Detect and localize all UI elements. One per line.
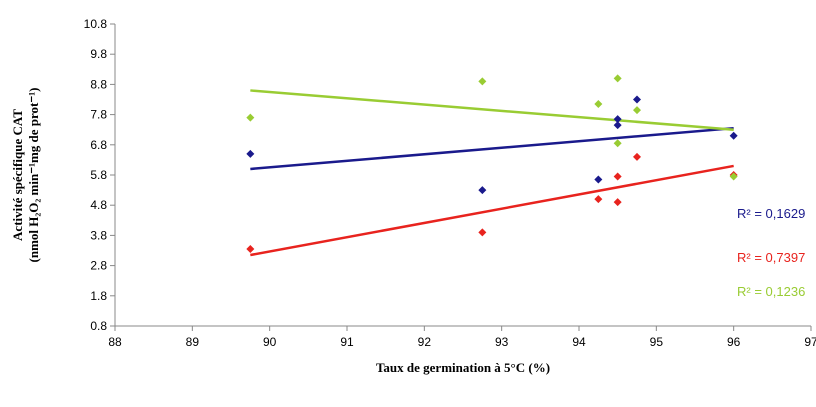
y-tick-label: 9.8 [90, 47, 107, 61]
r2-label-series-3: R² = 0,1236 [737, 284, 805, 299]
trendline-series-3 [250, 89, 734, 131]
data-point-series-3 [729, 172, 738, 181]
data-point-series-3 [633, 106, 641, 115]
x-tick-label: 93 [495, 335, 509, 349]
x-axis-title: Taux de germination à 5°C (%) [376, 360, 550, 375]
data-point-series-2 [633, 152, 641, 161]
y-axis-title-line1: Activité spécifique CAT [10, 109, 25, 241]
y-tick-label: 10.8 [84, 17, 108, 31]
y-tick-label: 7.8 [90, 108, 107, 122]
data-points [246, 74, 738, 253]
data-point-series-3 [594, 100, 603, 109]
trendline-series-2 [250, 164, 734, 257]
y-tick-label: 3.8 [90, 228, 107, 242]
x-tick-label: 97 [804, 335, 816, 349]
y-tick-label: 5.8 [90, 168, 107, 182]
y-tick-label: 1.8 [90, 289, 107, 303]
data-point-series-3 [478, 77, 487, 86]
x-ticks: 88 89 90 91 92 93 94 95 96 97 [108, 326, 816, 349]
x-tick-label: 94 [572, 335, 586, 349]
data-point-series-3 [246, 113, 255, 122]
y-axis-title: Activité spécifique CAT (nmol H₂O₂ min⁻¹… [10, 88, 41, 263]
data-point-series-1 [633, 95, 641, 104]
data-point-series-2 [613, 172, 622, 181]
x-tick-label: 96 [727, 335, 741, 349]
data-point-series-1 [478, 186, 487, 195]
axes [114, 24, 811, 327]
y-tick-label: 8.8 [90, 77, 107, 91]
trendlines [250, 89, 734, 257]
x-tick-label: 88 [108, 335, 122, 349]
r2-labels: R² = 0,1629 R² = 0,7397 R² = 0,1236 [737, 206, 805, 299]
y-tick-label: 6.8 [90, 138, 107, 152]
x-tick-label: 95 [650, 335, 664, 349]
r2-label-series-1: R² = 0,1629 [737, 206, 805, 221]
data-point-series-3 [613, 74, 622, 83]
x-tick-label: 92 [418, 335, 432, 349]
data-point-series-1 [613, 115, 622, 124]
y-tick-label: 2.8 [90, 259, 107, 273]
data-point-series-2 [613, 198, 622, 207]
data-point-series-2 [246, 244, 255, 253]
data-point-series-1 [246, 149, 255, 158]
y-ticks: 0.8 1.8 2.8 3.8 4.8 5.8 6.8 7.8 8.8 9.8 10.8 [84, 17, 115, 333]
x-tick-label: 90 [263, 335, 277, 349]
data-point-series-2 [594, 195, 603, 204]
data-point-series-1 [594, 175, 603, 184]
y-tick-label: 0.8 [90, 319, 107, 333]
trendline-series-1 [250, 126, 734, 171]
data-point-series-3 [613, 139, 622, 148]
data-point-series-2 [478, 228, 487, 237]
data-point-series-1 [613, 121, 622, 130]
data-point-series-1 [729, 131, 738, 140]
x-tick-label: 91 [340, 335, 354, 349]
y-tick-label: 4.8 [90, 198, 107, 212]
x-tick-label: 89 [186, 335, 200, 349]
r2-label-series-2: R² = 0,7397 [737, 250, 805, 265]
y-axis-title-line2: (nmol H₂O₂ min⁻¹mg de prot⁻¹) [26, 88, 41, 263]
